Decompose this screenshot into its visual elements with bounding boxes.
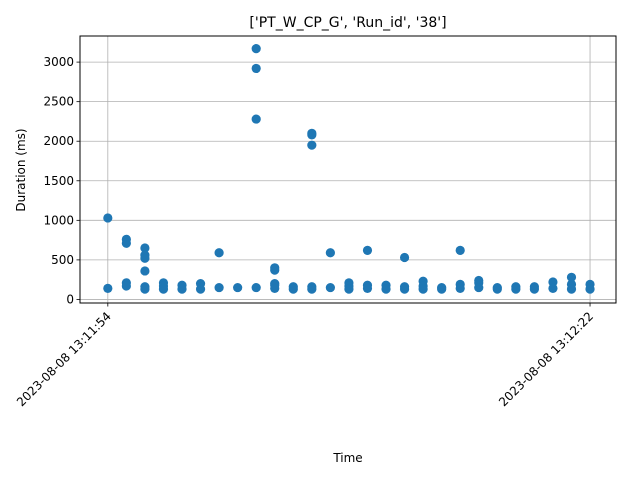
data-point: [585, 284, 595, 294]
data-point: [325, 282, 335, 293]
data-point: [233, 282, 243, 293]
y-tick-label: 2000: [43, 134, 74, 148]
data-point: [103, 213, 113, 223]
data-point: [474, 282, 484, 293]
data-point: [307, 130, 317, 140]
data-points: [103, 44, 595, 294]
data-point: [140, 253, 150, 263]
data-point: [492, 284, 502, 294]
data-point: [251, 44, 261, 54]
data-point: [158, 284, 169, 294]
data-point: [251, 114, 261, 124]
y-tick-label: 2500: [43, 95, 74, 109]
data-point: [362, 245, 373, 255]
data-point: [548, 277, 558, 287]
data-point: [511, 284, 521, 294]
data-point: [548, 283, 558, 293]
data-point: [399, 252, 410, 263]
data-point: [140, 243, 150, 253]
data-point: [121, 238, 131, 248]
data-point: [325, 248, 335, 258]
data-point: [140, 266, 150, 276]
y-tick-label: 1500: [43, 174, 74, 188]
data-point: [566, 284, 577, 294]
data-point: [344, 284, 354, 294]
data-point: [140, 284, 150, 294]
data-point: [121, 281, 131, 291]
y-tick-label: 1000: [43, 213, 74, 227]
chart-title: ['PT_W_CP_G', 'Run_id', '38']: [249, 15, 446, 31]
data-point: [381, 284, 391, 294]
y-tick-label: 500: [51, 253, 74, 267]
data-point: [399, 284, 410, 294]
y-tick-label: 3000: [43, 55, 74, 69]
data-point: [103, 283, 113, 293]
y-tick-label: 0: [66, 292, 74, 306]
data-point: [195, 284, 206, 294]
data-point: [307, 284, 317, 294]
data-point: [270, 265, 280, 275]
y-axis-ticks: 0 500 1000 1500 2000 2500 3000: [43, 55, 80, 306]
grid-lines: [80, 36, 616, 303]
data-point: [214, 282, 224, 293]
data-point: [251, 282, 261, 293]
plot-frame: [79, 35, 617, 304]
data-point: [529, 284, 539, 294]
data-point: [270, 283, 280, 293]
data-point: [437, 284, 447, 294]
data-point: [177, 284, 187, 294]
data-point: [418, 284, 428, 294]
data-point: [288, 284, 298, 294]
x-axis-label: Time: [332, 451, 362, 465]
data-point: [362, 283, 373, 293]
data-point: [251, 63, 261, 74]
data-point: [307, 140, 317, 150]
y-axis-label: Duration (ms): [14, 128, 28, 211]
data-point: [455, 283, 465, 293]
data-point: [214, 248, 224, 258]
data-point: [455, 245, 465, 255]
data-point: [566, 272, 577, 282]
